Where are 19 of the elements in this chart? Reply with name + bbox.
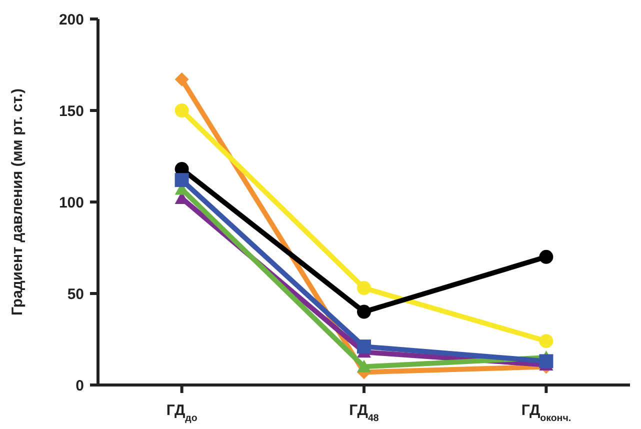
point (357, 281, 371, 296)
y-tick-label: 200 (58, 11, 84, 28)
point (539, 250, 554, 264)
point (174, 104, 189, 118)
y-tick-label: 100 (58, 194, 84, 212)
y-tick-label: 50 (67, 286, 84, 303)
point (357, 360, 371, 372)
y-axis-title: Градиент давления (мм рт. ст.) (9, 88, 26, 316)
point (357, 304, 371, 319)
point (539, 334, 554, 348)
point (357, 340, 371, 354)
point (174, 173, 189, 188)
x-tick-label: ГД$_{оконч.}$ (521, 402, 572, 424)
point (539, 354, 554, 368)
x-tick-label: ГД$_{до}$ (166, 402, 198, 424)
point (174, 72, 189, 86)
y-tick-label: 0 (76, 377, 84, 394)
x-tick-label: ГД$_{48}$ (349, 402, 380, 424)
y-tick-label: 150 (58, 102, 84, 120)
